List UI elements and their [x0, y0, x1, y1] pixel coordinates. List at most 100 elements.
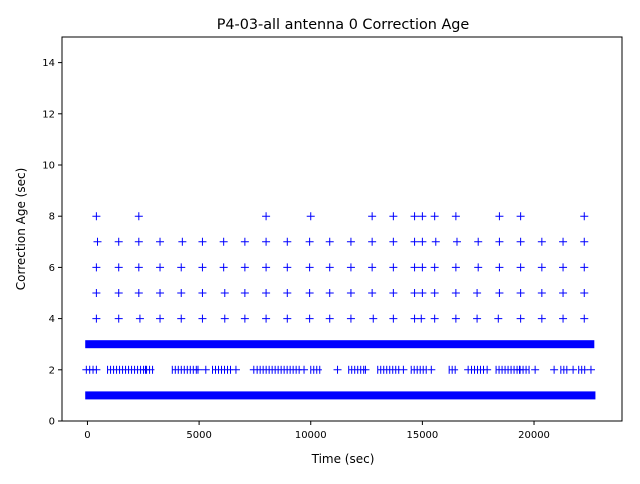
- data-point: [201, 365, 210, 374]
- data-point: [389, 212, 398, 221]
- data-point: [325, 237, 334, 246]
- data-point: [516, 212, 525, 221]
- data-point: [430, 289, 439, 297]
- data-point: [451, 212, 460, 221]
- y-tick-label: 10: [42, 161, 55, 172]
- data-point: [474, 263, 483, 272]
- data-point: [495, 289, 504, 297]
- data-point: [430, 212, 439, 221]
- axis-ticks: 0 5000 10000 15000 20000 0 2 4 6 8 10 12 14: [42, 58, 550, 441]
- data-point: [156, 263, 165, 272]
- data-point: [516, 237, 525, 246]
- data-point: [580, 237, 589, 246]
- data-point: [559, 314, 568, 323]
- data-point: [92, 289, 101, 297]
- data-point: [177, 289, 186, 297]
- data-point: [305, 237, 314, 246]
- data-band-y3: [85, 340, 595, 349]
- data-point: [231, 365, 240, 374]
- data-point: [325, 314, 334, 323]
- x-tick-label: 15000: [406, 430, 438, 441]
- data-point: [410, 263, 419, 272]
- data-point: [431, 237, 440, 246]
- data-point: [240, 289, 249, 297]
- data-point: [300, 365, 309, 374]
- data-point: [306, 212, 315, 221]
- data-point: [220, 314, 229, 323]
- data-point: [156, 237, 165, 246]
- data-point: [516, 314, 525, 323]
- data-point: [389, 289, 398, 297]
- data-point: [516, 289, 525, 297]
- data-point: [177, 314, 186, 323]
- data-point: [580, 314, 589, 323]
- data-point: [483, 365, 492, 374]
- data-point: [198, 289, 207, 297]
- data-point: [114, 263, 123, 272]
- data-point: [537, 263, 546, 272]
- y-tick-label: 4: [49, 314, 55, 325]
- data-point: [220, 289, 229, 297]
- data-point: [262, 263, 271, 272]
- data-point: [464, 365, 473, 374]
- data-point: [346, 237, 355, 246]
- data-point: [156, 289, 165, 297]
- data-point: [325, 289, 334, 297]
- data-point: [156, 314, 165, 323]
- y-tick-label: 2: [49, 365, 55, 376]
- data-point: [92, 365, 101, 374]
- data-point: [418, 263, 427, 272]
- y-tick-label: 14: [42, 58, 55, 69]
- data-point: [494, 314, 503, 323]
- data-point: [410, 314, 419, 323]
- data-point: [325, 263, 334, 272]
- data-point: [134, 237, 143, 246]
- data-point: [240, 314, 249, 323]
- data-point: [580, 263, 589, 272]
- data-point: [418, 212, 427, 221]
- data-point: [495, 263, 504, 272]
- data-point: [531, 365, 540, 374]
- data-point: [410, 289, 419, 297]
- data-point: [389, 263, 398, 272]
- data-point: [430, 314, 439, 323]
- y-tick-label: 12: [42, 109, 55, 120]
- data-point: [262, 237, 271, 246]
- data-point: [177, 263, 186, 272]
- data-point: [368, 263, 377, 272]
- data-point: [114, 289, 123, 297]
- data-point: [262, 212, 271, 221]
- data-point: [474, 237, 483, 246]
- data-point: [451, 263, 460, 272]
- data-point: [198, 314, 207, 323]
- data-point: [451, 289, 460, 297]
- data-point: [198, 263, 207, 272]
- y-tick-label: 8: [49, 212, 55, 223]
- x-tick-label: 10000: [295, 430, 327, 441]
- data-point: [361, 365, 370, 374]
- chart-title: P4-03-all antenna 0 Correction Age: [217, 17, 470, 33]
- y-tick-label: 6: [49, 263, 55, 274]
- data-point: [430, 263, 439, 272]
- data-point: [134, 263, 143, 272]
- plot-frame: [61, 36, 623, 422]
- data-band-y1: [85, 391, 596, 400]
- data-point: [569, 365, 578, 374]
- data-point: [417, 314, 426, 323]
- data-point: [283, 289, 292, 297]
- y-tick-label: 0: [49, 417, 55, 428]
- data-point: [410, 212, 419, 221]
- data-point: [283, 263, 292, 272]
- data-point: [580, 212, 589, 221]
- data-point: [418, 289, 427, 297]
- data-point: [114, 237, 123, 246]
- data-point: [283, 237, 292, 246]
- data-point: [92, 212, 101, 221]
- data-point: [305, 314, 314, 323]
- data-point: [333, 365, 342, 374]
- data-point: [410, 237, 419, 246]
- data-point: [516, 263, 525, 272]
- data-point: [262, 314, 271, 323]
- data-point: [495, 212, 504, 221]
